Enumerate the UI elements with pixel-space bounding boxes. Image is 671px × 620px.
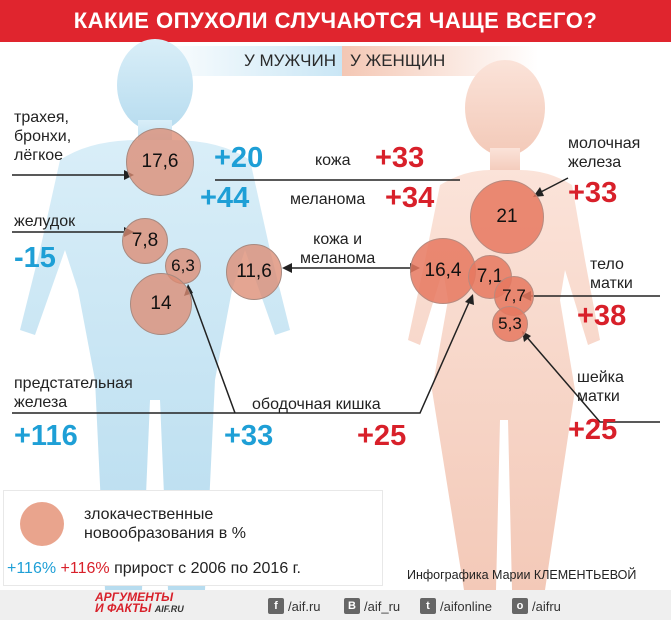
bubble-breast: 21 (470, 180, 544, 254)
growth-skin-men: +20 (214, 142, 264, 174)
facebook-icon: f (268, 598, 284, 614)
bubble-skin-men: 11,6 (226, 244, 282, 300)
bubble-cervix: 5,3 (492, 306, 528, 342)
bubble-trachea: 17,6 (126, 128, 194, 196)
growth-skin-women: +33 (375, 142, 425, 174)
growth-stomach: -15 (14, 242, 56, 274)
vk-link[interactable]: B/aif_ru (344, 596, 400, 616)
label-cervix: шейка матки (577, 369, 624, 405)
label-colon: ободочная кишка (252, 396, 381, 413)
bubble-prostate: 14 (130, 273, 192, 335)
legend-growth: +116% +116% прирост с 2006 по 2016 г. (7, 560, 301, 577)
bubble-skin-women: 16,4 (410, 238, 476, 304)
growth-uterus: +38 (577, 300, 627, 332)
credit: Инфографика Марии КЛЕМЕНТЬЕВОЙ (407, 568, 637, 582)
legend-text: злокачественные новообразования в % (84, 506, 246, 542)
growth-breast: +33 (568, 177, 618, 209)
legend (3, 490, 383, 586)
footer-bar (0, 590, 671, 620)
label-melanoma: меланома (290, 191, 366, 208)
ok-link[interactable]: o/aifru (512, 596, 561, 616)
growth-cervix: +25 (568, 414, 618, 446)
growth-prostate: +116 (14, 420, 78, 452)
vk-icon: B (344, 598, 360, 614)
label-breast: молочная железа (568, 135, 641, 171)
label-trachea: трахея, бронхи, лёгкое (14, 109, 72, 164)
connector-lines (12, 174, 660, 423)
twitter-link[interactable]: t/aifonline (420, 596, 492, 616)
growth-colon-men: +33 (224, 420, 274, 452)
twitter-icon: t (420, 598, 436, 614)
label-skin-melanoma: кожа и меланома (300, 231, 376, 267)
label-stomach: желудок (14, 213, 76, 230)
facebook-link[interactable]: f/aif.ru (268, 596, 321, 616)
label-uterus: тело матки (590, 256, 633, 292)
growth-melanoma-women: +34 (385, 182, 435, 214)
header-bar (0, 0, 671, 42)
aif-logo: АРГУМЕНТЫ И ФАКТЫ AIF.RU (95, 590, 184, 615)
page-title: КАКИЕ ОПУХОЛИ СЛУЧАЮТСЯ ЧАЩЕ ВСЕГО? (73, 8, 598, 33)
growth-colon-women: +25 (357, 420, 407, 452)
label-skin: кожа (315, 152, 351, 169)
odnoklassniki-icon: o (512, 598, 528, 614)
growth-melanoma-men: +44 (200, 182, 250, 214)
label-prostate: предстательная железа (14, 375, 133, 411)
bubble-stomach: 7,8 (122, 218, 168, 264)
legend-bubble-icon (20, 502, 64, 546)
